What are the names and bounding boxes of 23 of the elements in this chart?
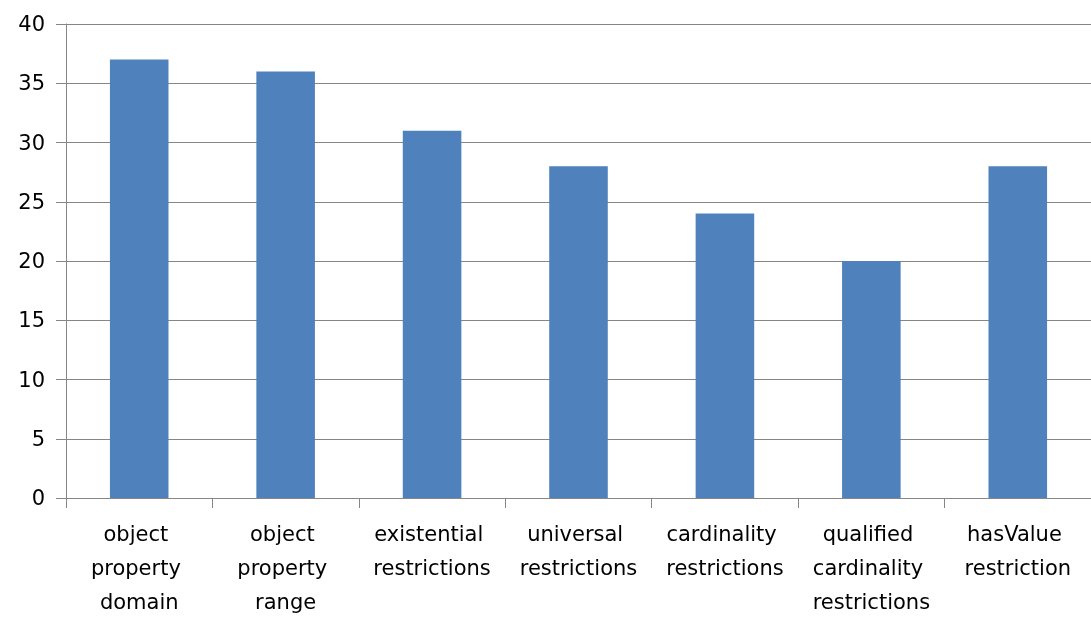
x-tick-label: universal restrictions (519, 522, 638, 580)
y-tick-label: 20 (18, 249, 45, 273)
bar (402, 130, 462, 498)
bar (109, 59, 169, 498)
y-tick-label: 10 (18, 367, 45, 392)
x-tick-label: qualified cardinality restrictions (812, 522, 931, 614)
x-tick-label: hasValue restriction (964, 522, 1072, 580)
x-tick-label: object property domain (90, 522, 188, 614)
bar (842, 261, 901, 498)
bar (988, 166, 1048, 498)
y-tick-label: 35 (18, 71, 45, 96)
bar (549, 166, 608, 498)
y-tick-label: 0 (31, 486, 45, 510)
bar (695, 213, 755, 498)
bar (256, 71, 315, 498)
y-tick-label: 40 (18, 12, 45, 36)
y-tick-label: 30 (18, 130, 45, 155)
x-tick-label: existential restrictions (373, 522, 491, 580)
y-tick-label: 25 (18, 189, 45, 214)
y-tick-label: 5 (31, 426, 45, 451)
x-tick-label: cardinality restrictions (666, 522, 784, 580)
x-tick-label: object property range (237, 522, 334, 614)
y-tick-label: 15 (18, 308, 45, 333)
